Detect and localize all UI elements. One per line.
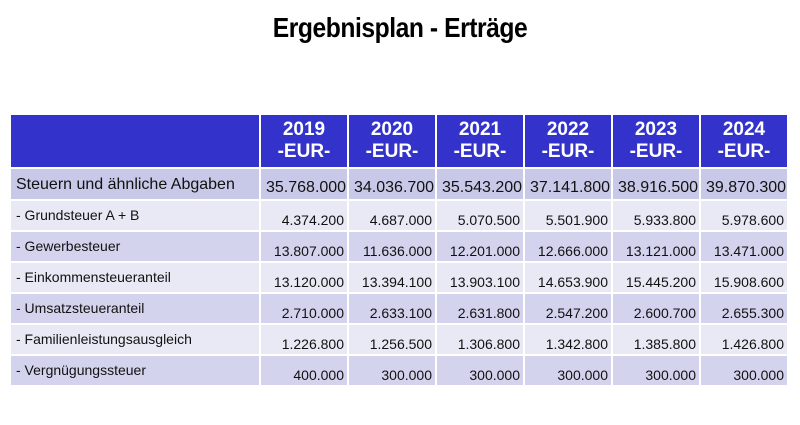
year-header-2021: 2021 -EUR- bbox=[437, 115, 523, 167]
value-cell: 1.385.800 bbox=[613, 325, 699, 354]
value-cell: 1.342.800 bbox=[525, 325, 611, 354]
unit-label: -EUR- bbox=[365, 141, 419, 162]
table-row: - Einkommensteueranteil 13.120.000 13.39… bbox=[11, 263, 787, 292]
value-cell: 12.666.000 bbox=[525, 232, 611, 261]
value-cell: 1.256.500 bbox=[349, 325, 435, 354]
header-row: 2019 -EUR- 2020 -EUR- 2021 -EUR- 2022 -EUR- … bbox=[11, 115, 787, 167]
year-header-2020: 2020 -EUR- bbox=[349, 115, 435, 167]
year-label: 2021 bbox=[458, 119, 502, 140]
value-cell: 300.000 bbox=[525, 356, 611, 385]
value-cell: 38.916.500 bbox=[613, 169, 699, 199]
row-label: - Gewerbesteuer bbox=[11, 232, 259, 261]
value-cell: 4.374.200 bbox=[261, 201, 347, 230]
value-cell: 35.768.000 bbox=[261, 169, 347, 199]
value-cell: 12.201.000 bbox=[437, 232, 523, 261]
revenue-table: 2019 -EUR- 2020 -EUR- 2021 -EUR- 2022 -EUR- … bbox=[9, 113, 789, 387]
unit-label: -EUR- bbox=[453, 141, 507, 162]
value-cell: 37.141.800 bbox=[525, 169, 611, 199]
value-cell: 4.687.000 bbox=[349, 201, 435, 230]
unit-label: -EUR- bbox=[629, 141, 683, 162]
row-label: Steuern und ähnliche Abgaben bbox=[11, 169, 259, 199]
row-label: - Grundsteuer A + B bbox=[11, 201, 259, 230]
year-header-2023: 2023 -EUR- bbox=[613, 115, 699, 167]
row-label: - Vergnügungssteuer bbox=[11, 356, 259, 385]
year-label: 2023 bbox=[634, 119, 678, 140]
value-cell: 1.226.800 bbox=[261, 325, 347, 354]
value-cell: 2.633.100 bbox=[349, 294, 435, 323]
value-cell: 2.655.300 bbox=[701, 294, 787, 323]
row-label: - Einkommensteueranteil bbox=[11, 263, 259, 292]
year-header-2019: 2019 -EUR- bbox=[261, 115, 347, 167]
value-cell: 13.903.100 bbox=[437, 263, 523, 292]
value-cell: 2.547.200 bbox=[525, 294, 611, 323]
unit-label: -EUR- bbox=[277, 141, 331, 162]
row-label: - Familienleistungsausgleich bbox=[11, 325, 259, 354]
value-cell: 14.653.900 bbox=[525, 263, 611, 292]
year-label: 2024 bbox=[722, 119, 766, 140]
value-cell: 5.501.900 bbox=[525, 201, 611, 230]
year-label: 2022 bbox=[546, 119, 590, 140]
value-cell: 1.426.800 bbox=[701, 325, 787, 354]
year-label: 2019 bbox=[282, 119, 326, 140]
table-row: - Vergnügungssteuer 400.000 300.000 300.… bbox=[11, 356, 787, 385]
value-cell: 300.000 bbox=[701, 356, 787, 385]
value-cell: 5.933.800 bbox=[613, 201, 699, 230]
value-cell: 5.978.600 bbox=[701, 201, 787, 230]
value-cell: 400.000 bbox=[261, 356, 347, 385]
row-label: - Umsatzsteueranteil bbox=[11, 294, 259, 323]
value-cell: 15.445.200 bbox=[613, 263, 699, 292]
year-label: 2020 bbox=[370, 119, 414, 140]
table-row-total: Steuern und ähnliche Abgaben 35.768.000 … bbox=[11, 169, 787, 199]
value-cell: 2.600.700 bbox=[613, 294, 699, 323]
value-cell: 13.807.000 bbox=[261, 232, 347, 261]
value-cell: 300.000 bbox=[437, 356, 523, 385]
value-cell: 13.394.100 bbox=[349, 263, 435, 292]
unit-label: -EUR- bbox=[717, 141, 771, 162]
value-cell: 300.000 bbox=[349, 356, 435, 385]
year-header-2024: 2024 -EUR- bbox=[701, 115, 787, 167]
value-cell: 13.121.000 bbox=[613, 232, 699, 261]
table-row: - Umsatzsteueranteil 2.710.000 2.633.100… bbox=[11, 294, 787, 323]
table-row: - Gewerbesteuer 13.807.000 11.636.000 12… bbox=[11, 232, 787, 261]
table-row: - Grundsteuer A + B 4.374.200 4.687.000 … bbox=[11, 201, 787, 230]
value-cell: 2.710.000 bbox=[261, 294, 347, 323]
value-cell: 1.306.800 bbox=[437, 325, 523, 354]
value-cell: 5.070.500 bbox=[437, 201, 523, 230]
value-cell: 15.908.600 bbox=[701, 263, 787, 292]
value-cell: 11.636.000 bbox=[349, 232, 435, 261]
header-corner-cell bbox=[11, 115, 259, 167]
value-cell: 300.000 bbox=[613, 356, 699, 385]
value-cell: 13.120.000 bbox=[261, 263, 347, 292]
value-cell: 13.471.000 bbox=[701, 232, 787, 261]
value-cell: 34.036.700 bbox=[349, 169, 435, 199]
page-title: Ergebnisplan - Erträge bbox=[272, 12, 528, 43]
value-cell: 39.870.300 bbox=[701, 169, 787, 199]
value-cell: 2.631.800 bbox=[437, 294, 523, 323]
value-cell: 35.543.200 bbox=[437, 169, 523, 199]
unit-label: -EUR- bbox=[541, 141, 595, 162]
table-row: - Familienleistungsausgleich 1.226.800 1… bbox=[11, 325, 787, 354]
year-header-2022: 2022 -EUR- bbox=[525, 115, 611, 167]
